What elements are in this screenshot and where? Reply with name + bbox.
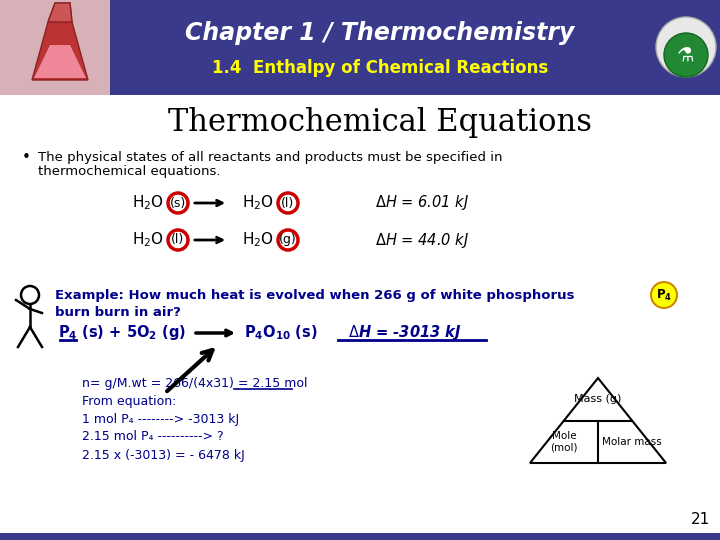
Text: From equation:: From equation: xyxy=(82,395,176,408)
Text: 2.15 mol P₄ ----------> ?: 2.15 mol P₄ ----------> ? xyxy=(82,430,224,443)
Circle shape xyxy=(664,33,708,77)
Text: (s): (s) xyxy=(170,197,186,210)
Text: $\mathregular{H_2O}$: $\mathregular{H_2O}$ xyxy=(132,231,164,249)
Text: $\Delta$H = 44.0 kJ: $\Delta$H = 44.0 kJ xyxy=(375,231,469,249)
Circle shape xyxy=(656,17,716,77)
Text: Molar mass: Molar mass xyxy=(602,437,662,447)
Text: $\mathregular{P_4}$ (s) + 5$\mathregular{O_2}$ (g): $\mathregular{P_4}$ (s) + 5$\mathregular… xyxy=(58,323,186,342)
Polygon shape xyxy=(34,45,86,78)
Text: $\mathregular{P_4}$: $\mathregular{P_4}$ xyxy=(656,287,672,302)
Text: 2.15 x (-3013) = - 6478 kJ: 2.15 x (-3013) = - 6478 kJ xyxy=(82,449,245,462)
Text: Thermochemical Equations: Thermochemical Equations xyxy=(168,107,592,138)
Text: Mass (g): Mass (g) xyxy=(575,394,621,404)
Text: Example: How much heat is evolved when 266 g of white phosphorus: Example: How much heat is evolved when 2… xyxy=(55,288,575,301)
Circle shape xyxy=(651,282,677,308)
Text: 21: 21 xyxy=(690,512,710,528)
Text: $\mathregular{H_2O}$: $\mathregular{H_2O}$ xyxy=(132,194,164,212)
Bar xyxy=(0,0,110,95)
Text: $\Delta$H = 6.01 kJ: $\Delta$H = 6.01 kJ xyxy=(375,193,469,213)
Text: Chapter 1 / Thermochemistry: Chapter 1 / Thermochemistry xyxy=(185,21,575,45)
Text: •: • xyxy=(22,150,31,165)
Text: $\mathregular{H_2O}$: $\mathregular{H_2O}$ xyxy=(242,194,274,212)
Text: thermochemical equations.: thermochemical equations. xyxy=(38,165,220,179)
Text: burn burn in air?: burn burn in air? xyxy=(55,307,181,320)
Bar xyxy=(0,533,720,540)
Text: 1 mol P₄ --------> -3013 kJ: 1 mol P₄ --------> -3013 kJ xyxy=(82,413,239,426)
Text: (g): (g) xyxy=(279,233,297,246)
Text: (l): (l) xyxy=(282,197,294,210)
Text: The physical states of all reactants and products must be specified in: The physical states of all reactants and… xyxy=(38,151,503,164)
Text: (l): (l) xyxy=(171,233,184,246)
Polygon shape xyxy=(48,3,72,22)
Text: $\mathregular{H_2O}$: $\mathregular{H_2O}$ xyxy=(242,231,274,249)
Text: n= g/M.wt = 266/(4x31) = 2.15 mol: n= g/M.wt = 266/(4x31) = 2.15 mol xyxy=(82,376,307,389)
Polygon shape xyxy=(32,3,88,80)
Text: $\Delta$H = -3013 kJ: $\Delta$H = -3013 kJ xyxy=(338,323,462,342)
Text: $\mathregular{P_4O_{10}}$ (s): $\mathregular{P_4O_{10}}$ (s) xyxy=(244,323,318,342)
Text: ⚗: ⚗ xyxy=(678,45,695,64)
Bar xyxy=(0,0,720,95)
Text: Mole
(mol): Mole (mol) xyxy=(550,431,577,453)
Text: 1.4  Enthalpy of Chemical Reactions: 1.4 Enthalpy of Chemical Reactions xyxy=(212,59,548,77)
Bar xyxy=(655,2,717,92)
Bar xyxy=(0,95,720,540)
